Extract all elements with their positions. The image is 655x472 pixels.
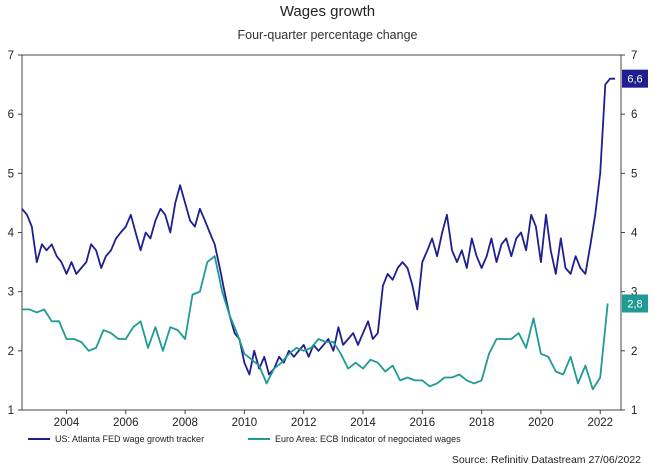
- y-tick-label-right: 4: [631, 228, 638, 240]
- y-tick-label-right: 3: [631, 287, 637, 299]
- end-value-box-1: [622, 294, 648, 313]
- source-note: Source: Refinitiv Datastream 27/06/2022: [451, 454, 641, 466]
- x-tick-label: 2012: [291, 417, 317, 429]
- x-tick-label: 2022: [587, 417, 613, 429]
- y-tick-label-left: 7: [8, 50, 14, 62]
- x-tick-label: 2008: [172, 417, 198, 429]
- y-tick-label-left: 3: [8, 287, 14, 299]
- x-tick-label: 2020: [528, 417, 554, 429]
- x-tick-label: 2006: [113, 417, 139, 429]
- plot-frame: [21, 54, 622, 411]
- legend-item-euro: Euro Area: ECB Indicator of negociated w…: [248, 434, 461, 444]
- legend-item-us: US: Atlanta FED wage growth tracker: [28, 434, 204, 444]
- y-tick-label-left: 1: [8, 405, 14, 417]
- y-tick-label-left: 6: [8, 109, 14, 121]
- y-tick-label-left: 2: [8, 346, 14, 358]
- x-tick-label: 2014: [350, 417, 376, 429]
- x-tick-label: 2004: [54, 417, 80, 429]
- chart-subtitle: Four-quarter percentage change: [237, 28, 418, 42]
- series-line-1: [22, 255, 609, 391]
- y-tick-label-right: 6: [631, 109, 637, 121]
- y-tick-label-right: 1: [631, 405, 637, 417]
- end-value-text-0: 6,6: [627, 74, 642, 86]
- legend: US: Atlanta FED wage growth tracker Euro…: [0, 434, 655, 448]
- legend-label-euro: Euro Area: ECB Indicator of negociated w…: [275, 434, 461, 444]
- series-line-0: [21, 77, 616, 376]
- y-tick-label-right: 7: [631, 50, 637, 62]
- y-tick-label-right: 5: [631, 168, 637, 180]
- legend-swatch-us: [28, 438, 50, 440]
- x-tick-label: 2010: [232, 417, 258, 429]
- end-value-label-1: 2,8: [622, 294, 648, 313]
- legend-swatch-euro: [248, 438, 270, 440]
- x-tick-label: 2016: [410, 417, 436, 429]
- y-tick-label-right: 2: [631, 346, 637, 358]
- end-value-box-0: [622, 69, 648, 88]
- y-tick-label-left: 4: [8, 228, 15, 240]
- legend-label-us: US: Atlanta FED wage growth tracker: [55, 434, 205, 444]
- chart-title: Wages growth: [279, 3, 376, 20]
- end-value-label-0: 6,6: [622, 69, 648, 88]
- y-tick-label-left: 5: [8, 168, 14, 180]
- end-value-text-1: 2,8: [627, 299, 642, 311]
- x-tick-label: 2018: [469, 417, 495, 429]
